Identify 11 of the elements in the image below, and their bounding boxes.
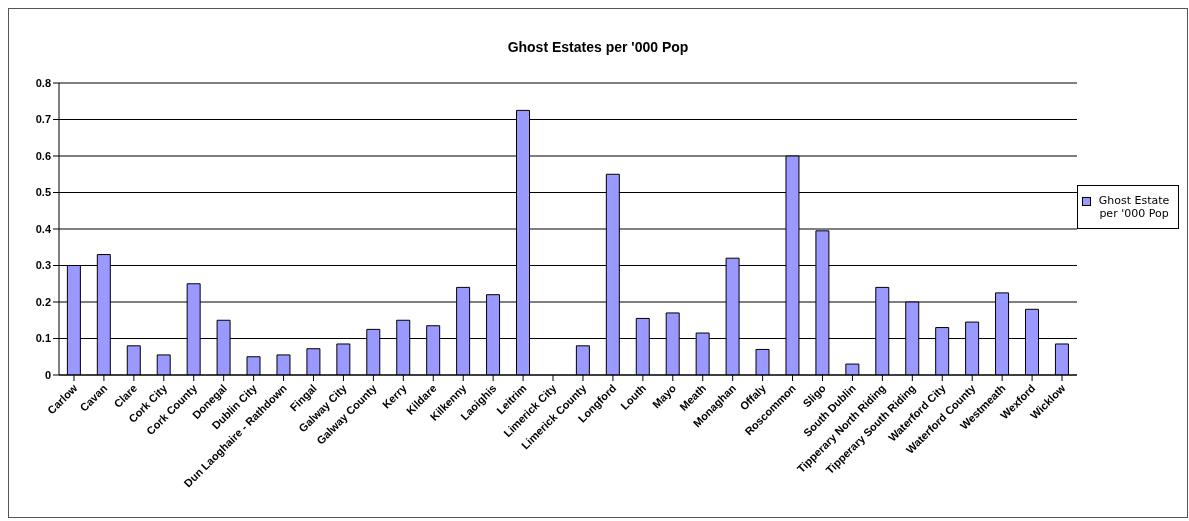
- y-tick-label: 0: [44, 368, 51, 381]
- y-tick-label: 0.7: [35, 113, 51, 126]
- chart-title: Ghost Estates per '000 Pop: [506, 39, 690, 55]
- y-tick-label: 0.4: [35, 222, 52, 235]
- y-tick-label: 0.6: [35, 149, 51, 162]
- y-tick-label: 0.5: [35, 186, 51, 199]
- y-tick-label: 0.1: [35, 332, 51, 345]
- y-tick-label: 0.3: [35, 259, 51, 272]
- legend-label: Ghost Estate per '000 Pop: [1097, 194, 1171, 220]
- y-tick-label: 0.8: [35, 76, 51, 89]
- y-tick-label: 0.2: [35, 295, 51, 308]
